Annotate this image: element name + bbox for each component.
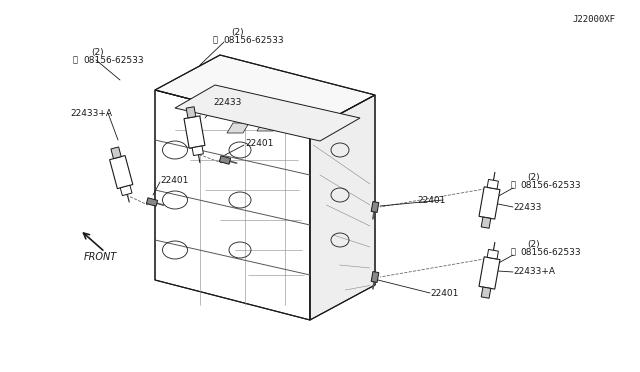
Text: (2): (2) <box>527 173 540 182</box>
Polygon shape <box>220 156 230 164</box>
Text: 22401: 22401 <box>417 196 445 205</box>
Polygon shape <box>317 117 339 127</box>
Text: J22000XF: J22000XF <box>572 15 615 24</box>
Text: 22401: 22401 <box>245 138 273 148</box>
Polygon shape <box>147 198 157 206</box>
Polygon shape <box>487 250 499 259</box>
Polygon shape <box>481 217 491 228</box>
Polygon shape <box>257 121 279 131</box>
Polygon shape <box>371 272 379 282</box>
Text: FRONT: FRONT <box>83 252 116 262</box>
Text: 22433+A: 22433+A <box>70 109 112 118</box>
Text: (2): (2) <box>231 28 244 36</box>
Polygon shape <box>479 257 500 289</box>
Text: 22401: 22401 <box>160 176 188 185</box>
Text: Ⓡ: Ⓡ <box>511 180 515 189</box>
Polygon shape <box>155 55 375 130</box>
Polygon shape <box>479 187 500 219</box>
Text: 08156-62533: 08156-62533 <box>83 55 143 64</box>
Polygon shape <box>155 90 310 320</box>
Polygon shape <box>109 155 133 189</box>
Polygon shape <box>487 179 499 189</box>
Polygon shape <box>120 185 132 196</box>
Text: 22433: 22433 <box>213 97 241 106</box>
Polygon shape <box>111 147 121 158</box>
Polygon shape <box>481 287 491 298</box>
Text: (2): (2) <box>527 240 540 248</box>
Text: 08156-62533: 08156-62533 <box>520 247 580 257</box>
Text: 08156-62533: 08156-62533 <box>223 35 284 45</box>
Polygon shape <box>287 119 309 129</box>
Text: 08156-62533: 08156-62533 <box>520 180 580 189</box>
Polygon shape <box>186 107 196 118</box>
Polygon shape <box>227 123 249 133</box>
Text: 22433+A: 22433+A <box>513 267 555 276</box>
Polygon shape <box>371 202 379 212</box>
Polygon shape <box>184 116 205 148</box>
Polygon shape <box>192 146 204 155</box>
Text: (2): (2) <box>91 48 104 57</box>
Text: Ⓡ: Ⓡ <box>212 35 218 45</box>
Text: Ⓡ: Ⓡ <box>511 247 515 257</box>
Text: 22401: 22401 <box>430 289 458 298</box>
Polygon shape <box>310 95 375 320</box>
Text: 22433: 22433 <box>513 202 541 212</box>
Text: Ⓡ: Ⓡ <box>72 55 77 64</box>
Polygon shape <box>175 85 360 141</box>
